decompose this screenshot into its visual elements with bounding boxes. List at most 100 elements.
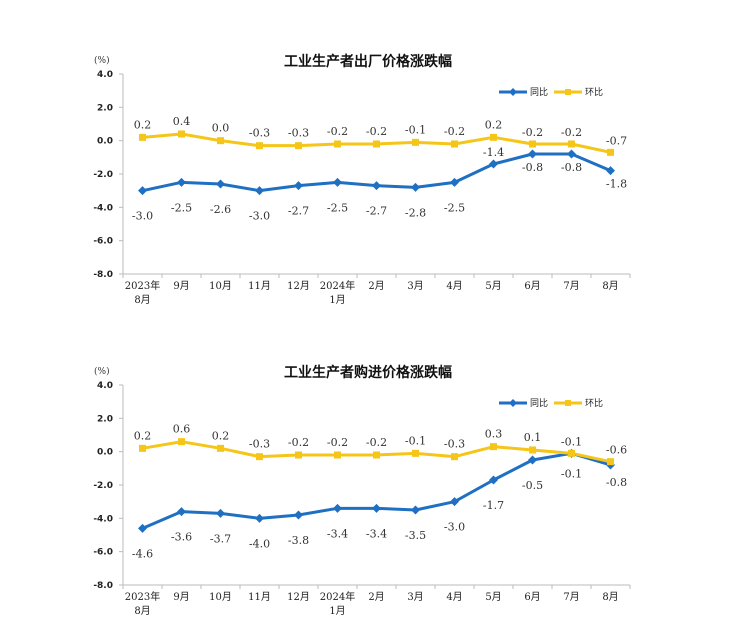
data-label-mom: -0.3 <box>444 438 465 451</box>
legend-marker-mom <box>565 400 571 406</box>
chart-factory-price-svg: 工业生产者出厂价格涨跌幅 (%) 4.0 2.0 0.0 -2.0 -4.0 -6.0 -8.0… <box>93 53 631 306</box>
data-point-yoy <box>138 186 147 196</box>
legend-label: 环比 <box>585 397 603 409</box>
x-tick-label: 1月 <box>329 294 345 306</box>
data-label-mom: -0.1 <box>405 434 426 447</box>
data-label-mom: 0.2 <box>485 118 503 131</box>
data-label-mom: -0.2 <box>561 126 582 139</box>
data-point-mom <box>295 142 302 150</box>
x-tick-label: 4月 <box>446 591 462 603</box>
data-label-yoy: -4.0 <box>249 537 270 550</box>
x-tick-label: 8月 <box>602 591 618 603</box>
chart-purchase-price: 工业生产者购进价格涨跌幅 (%) 4.0 2.0 0.0 -2.0 -4.0 -6.0 -8.0… <box>0 311 747 621</box>
y-tick-label: -6.0 <box>93 548 113 558</box>
data-point-yoy <box>411 505 420 515</box>
data-label-yoy: -2.5 <box>171 201 192 214</box>
x-tick-label: 3月 <box>407 591 423 603</box>
data-label-mom: 0.2 <box>134 429 152 442</box>
y-tick-label: -6.0 <box>93 237 113 247</box>
data-point-yoy <box>528 455 537 465</box>
data-label-mom: -0.3 <box>249 438 270 451</box>
y-tick-label: 0.0 <box>97 137 113 147</box>
y-tick-label: -4.0 <box>93 514 113 524</box>
data-point-yoy <box>411 182 420 192</box>
x-tick-label: 6月 <box>524 591 540 603</box>
y-tick-label: 4.0 <box>97 381 113 391</box>
x-tick-label: 2023年 <box>125 590 160 603</box>
x-tick-label: 2月 <box>368 591 384 603</box>
data-label-mom: -0.2 <box>444 125 465 138</box>
data-label-mom: 0.1 <box>524 431 542 444</box>
data-point-mom <box>373 140 380 148</box>
data-point-yoy <box>372 181 381 191</box>
data-point-mom <box>217 444 224 452</box>
data-label-yoy: -0.8 <box>522 161 543 174</box>
chart-title: 工业生产者出厂价格涨跌幅 <box>284 53 452 70</box>
x-tick-label: 12月 <box>287 280 310 292</box>
chart-factory-price: 工业生产者出厂价格涨跌幅 (%) 4.0 2.0 0.0 -2.0 -4.0 -6.0 -8.0… <box>0 0 747 310</box>
data-point-yoy <box>450 177 459 187</box>
data-label-yoy: -2.6 <box>210 203 231 216</box>
data-label-mom: -0.1 <box>561 435 582 448</box>
data-label-yoy: -2.7 <box>288 205 309 218</box>
data-point-mom <box>256 142 263 150</box>
data-point-yoy <box>216 179 225 189</box>
data-label-yoy: -2.8 <box>405 206 426 219</box>
y-tick-label: 4.0 <box>97 70 113 80</box>
x-tick-label: 8月 <box>134 294 150 306</box>
y-tick-label: -8.0 <box>93 270 113 280</box>
data-point-yoy <box>333 503 342 513</box>
data-point-mom <box>412 138 419 146</box>
x-tick-label: 1月 <box>329 605 345 617</box>
data-label-mom: -0.2 <box>366 436 387 449</box>
data-label-mom: -0.2 <box>522 126 543 139</box>
y-tick-label: -4.0 <box>93 203 113 213</box>
data-point-mom <box>178 130 185 138</box>
x-tick-label: 9月 <box>173 591 189 603</box>
x-tick-label: 8月 <box>602 280 618 292</box>
data-point-yoy <box>255 186 264 196</box>
data-label-yoy: -0.8 <box>561 161 582 174</box>
data-point-yoy <box>372 503 381 513</box>
y-tick-label: 0.0 <box>97 448 113 458</box>
data-point-mom <box>529 446 536 454</box>
data-point-mom <box>334 451 341 459</box>
data-point-mom <box>607 148 614 156</box>
data-label-yoy: -1.8 <box>606 178 627 191</box>
data-point-mom <box>529 140 536 148</box>
data-label-yoy: -3.6 <box>171 531 192 544</box>
data-point-yoy <box>333 177 342 187</box>
data-point-yoy <box>489 475 498 485</box>
data-label-yoy: -3.0 <box>132 210 153 223</box>
data-label-yoy: -2.5 <box>327 201 348 214</box>
data-point-mom <box>490 443 497 451</box>
y-axis-unit: (%) <box>94 55 110 66</box>
legend-label: 同比 <box>530 397 548 409</box>
data-point-yoy <box>177 507 186 517</box>
data-point-mom <box>256 453 263 461</box>
data-point-mom <box>490 133 497 141</box>
data-label-yoy: -1.7 <box>483 499 504 512</box>
data-label-yoy: -3.0 <box>444 521 465 534</box>
y-tick-label: 2.0 <box>97 414 113 424</box>
x-tick-label: 10月 <box>209 280 232 292</box>
legend-marker-yoy <box>509 399 517 407</box>
data-point-yoy <box>606 166 615 176</box>
data-point-yoy <box>255 513 264 523</box>
x-tick-label: 10月 <box>209 591 232 603</box>
data-point-mom <box>217 137 224 145</box>
data-label-yoy: -4.6 <box>132 547 153 560</box>
data-label-yoy: -3.8 <box>288 534 309 547</box>
x-tick-label: 7月 <box>563 591 579 603</box>
x-tick-label: 11月 <box>248 280 271 292</box>
y-axis-unit: (%) <box>94 366 110 377</box>
chart-title: 工业生产者购进价格涨跌幅 <box>284 364 452 381</box>
data-point-mom <box>607 458 614 466</box>
y-tick-label: -2.0 <box>93 481 113 491</box>
y-tick-label: -2.0 <box>93 170 113 180</box>
data-point-mom <box>568 140 575 148</box>
data-label-yoy: -3.7 <box>210 532 231 545</box>
data-point-mom <box>451 140 458 148</box>
data-point-yoy <box>450 497 459 507</box>
data-point-mom <box>451 453 458 461</box>
